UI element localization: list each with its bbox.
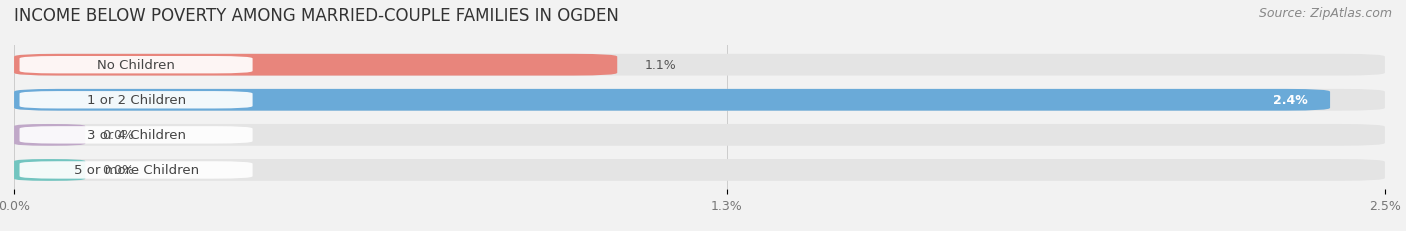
- Text: 5 or more Children: 5 or more Children: [73, 164, 198, 177]
- Text: INCOME BELOW POVERTY AMONG MARRIED-COUPLE FAMILIES IN OGDEN: INCOME BELOW POVERTY AMONG MARRIED-COUPL…: [14, 7, 619, 25]
- FancyBboxPatch shape: [14, 90, 1385, 111]
- FancyBboxPatch shape: [14, 159, 1385, 181]
- FancyBboxPatch shape: [14, 125, 1385, 146]
- Text: 2.4%: 2.4%: [1274, 94, 1308, 107]
- Text: 0.0%: 0.0%: [101, 129, 134, 142]
- Text: 0.0%: 0.0%: [101, 164, 134, 177]
- FancyBboxPatch shape: [20, 161, 253, 179]
- FancyBboxPatch shape: [14, 159, 86, 181]
- FancyBboxPatch shape: [20, 57, 253, 74]
- Text: 1.1%: 1.1%: [645, 59, 676, 72]
- Text: Source: ZipAtlas.com: Source: ZipAtlas.com: [1258, 7, 1392, 20]
- FancyBboxPatch shape: [14, 55, 617, 76]
- Text: 3 or 4 Children: 3 or 4 Children: [87, 129, 186, 142]
- FancyBboxPatch shape: [14, 55, 1385, 76]
- Text: 1 or 2 Children: 1 or 2 Children: [87, 94, 186, 107]
- Text: No Children: No Children: [97, 59, 174, 72]
- FancyBboxPatch shape: [20, 127, 253, 144]
- FancyBboxPatch shape: [14, 90, 1330, 111]
- FancyBboxPatch shape: [14, 125, 86, 146]
- FancyBboxPatch shape: [20, 92, 253, 109]
